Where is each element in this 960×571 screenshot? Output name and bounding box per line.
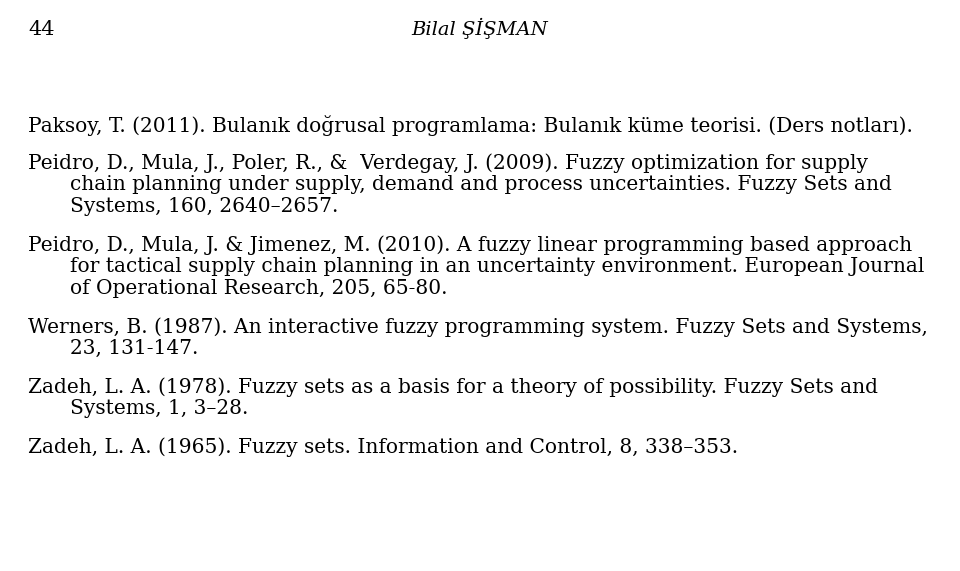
- Text: Peidro, D., Mula, J. & Jimenez, M. (2010). A fuzzy linear programming based appr: Peidro, D., Mula, J. & Jimenez, M. (2010…: [28, 235, 912, 255]
- Text: Zadeh, L. A. (1978). Fuzzy sets as a basis for a theory of possibility. Fuzzy Se: Zadeh, L. A. (1978). Fuzzy sets as a bas…: [28, 377, 878, 397]
- Text: 23, 131-147.: 23, 131-147.: [70, 339, 199, 358]
- Text: Zadeh, L. A. (1965). Fuzzy sets. Information and Control, 8, 338–353.: Zadeh, L. A. (1965). Fuzzy sets. Informa…: [28, 437, 738, 457]
- Text: 44: 44: [28, 20, 55, 39]
- Text: Paksoy, T. (2011). Bulanık doğrusal programlama: Bulanık küme teorisi. (Ders not: Paksoy, T. (2011). Bulanık doğrusal prog…: [28, 115, 913, 136]
- Text: chain planning under supply, demand and process uncertainties. Fuzzy Sets and: chain planning under supply, demand and …: [70, 175, 892, 194]
- Text: Systems, 160, 2640–2657.: Systems, 160, 2640–2657.: [70, 197, 338, 216]
- Text: Peidro, D., Mula, J., Poler, R., &  Verdegay, J. (2009). Fuzzy optimization for : Peidro, D., Mula, J., Poler, R., & Verde…: [28, 153, 868, 172]
- Text: Werners, B. (1987). An interactive fuzzy programming system. Fuzzy Sets and Syst: Werners, B. (1987). An interactive fuzzy…: [28, 317, 928, 337]
- Text: Bilal ŞİŞMAN: Bilal ŞİŞMAN: [412, 18, 548, 39]
- Text: of Operational Research, 205, 65-80.: of Operational Research, 205, 65-80.: [70, 279, 447, 298]
- Text: Systems, 1, 3–28.: Systems, 1, 3–28.: [70, 399, 249, 418]
- Text: for tactical supply chain planning in an uncertainty environment. European Journ: for tactical supply chain planning in an…: [70, 257, 924, 276]
